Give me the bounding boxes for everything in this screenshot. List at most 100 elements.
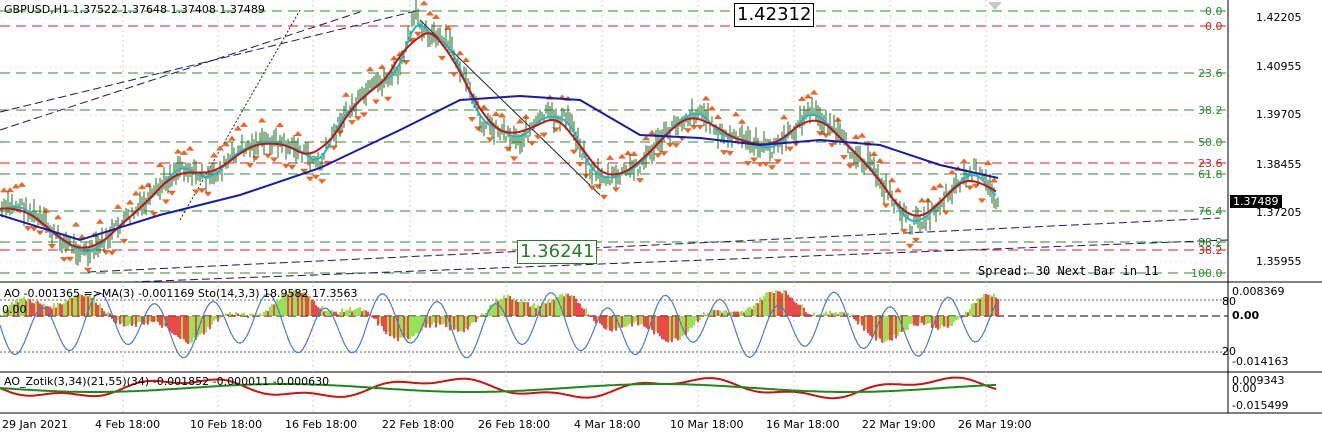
candlesticks [1, 0, 999, 267]
fractal-icon [18, 181, 26, 187]
fractal-icon [300, 168, 308, 174]
fractal-icon [828, 142, 836, 148]
fractal-icon [810, 89, 818, 95]
fractal-icon [60, 257, 68, 263]
fractal-icon [606, 154, 614, 160]
fractal-icon [384, 96, 392, 102]
fractal-icon [378, 64, 386, 70]
zotik-axis-zero: 0.00 [1232, 382, 1257, 395]
symbol-info: GBPUSD,H1 1.37522 1.37648 1.37408 1.3748… [4, 3, 265, 16]
time-axis-label: 4 Feb 18:00 [95, 418, 161, 431]
fractal-icon [456, 50, 464, 56]
fractal-icon [174, 148, 182, 154]
fractal-icon [762, 161, 770, 167]
down-triangle-icon[interactable] [988, 2, 1002, 10]
fractal-icon [630, 150, 638, 156]
fib-label: 100.0 [1191, 267, 1223, 280]
fractal-icon [432, 14, 440, 20]
fractal-icon [30, 226, 38, 232]
fractal-icon [774, 159, 782, 165]
fractal-icon [984, 160, 992, 166]
fractal-icon [642, 135, 650, 141]
fractal-icon [708, 105, 716, 111]
fractal-icon [498, 112, 506, 118]
current-price-badge: 1.37489 [1230, 195, 1282, 208]
fractal-icon [0, 187, 8, 193]
ma-red-line [0, 32, 997, 249]
fractal-icon [702, 95, 710, 101]
fractal-icon [912, 237, 920, 243]
fractal-icon [756, 162, 764, 168]
fractal-icon [504, 146, 512, 152]
fractal-icon [156, 162, 164, 168]
fractal-icon [474, 126, 482, 132]
ao-histogram [0, 288, 1228, 359]
trend-line [179, 9, 301, 221]
fractal-icon [216, 145, 224, 151]
fractal-icon [870, 150, 878, 156]
fractal-icon [660, 151, 668, 157]
fractal-icon [666, 142, 674, 148]
fractal-icon [852, 134, 860, 140]
fractal-icon [510, 156, 518, 162]
zotik-lines [0, 376, 997, 400]
fractal-icon [936, 182, 944, 188]
fractal-icon [66, 256, 74, 262]
fractal-icon [750, 157, 758, 163]
fractal-icon [594, 184, 602, 190]
fractal-icon [36, 230, 44, 236]
fractal-icon [714, 114, 722, 120]
time-axis-label: 26 Feb 18:00 [478, 418, 551, 431]
fractal-icon [132, 190, 140, 196]
fractal-icon [360, 112, 368, 118]
ao-zotik-info: AO_Zotik(3,34)(21,55)(34) -0.001852 -0.0… [4, 375, 330, 388]
price-axis-label: 1.42205 [1256, 11, 1302, 24]
fractal-icon [162, 199, 170, 205]
fractal-icon [822, 133, 830, 139]
price-axis-label: 1.37205 [1256, 206, 1302, 219]
low-price-label: 1.36241 [517, 240, 598, 264]
fractal-icon [282, 163, 290, 169]
fractal-icon [486, 137, 494, 143]
fractal-icon [882, 203, 890, 209]
fractal-icon [210, 152, 218, 158]
spread-info: Spread: 30 Next Bar in 11 [978, 264, 1159, 278]
price-axis-label: 1.35955 [1256, 255, 1302, 268]
fractal-icon [612, 187, 620, 193]
fractal-icon [786, 146, 794, 152]
fractal-icon [888, 177, 896, 183]
fractal-icon [906, 243, 914, 249]
fractal-icon [654, 153, 662, 159]
fractal-icon [492, 110, 500, 116]
time-axis-label: 10 Mar 18:00 [670, 418, 744, 431]
fractal-icon [732, 111, 740, 117]
fib-label: 0.0 [1205, 20, 1223, 33]
fractal-markers [0, 0, 998, 273]
ao-axis-top: 0.008369 [1232, 285, 1285, 298]
fractal-icon [690, 124, 698, 130]
fractal-icon [72, 221, 80, 227]
fractal-icon [876, 158, 884, 164]
fractal-icon [342, 91, 350, 97]
fractal-icon [720, 150, 728, 156]
fib-label: 38.2 [1198, 104, 1223, 117]
fractal-icon [522, 113, 530, 119]
fractal-icon [600, 194, 608, 200]
price-axis-label: 1.38455 [1256, 158, 1302, 171]
ao-axis-80: 80 [1222, 295, 1236, 308]
ao-axis-bottom: -0.014163 [1232, 355, 1289, 368]
fractal-icon [348, 120, 356, 126]
fractal-icon [120, 238, 128, 244]
ao-left-zero: 0.00 [2, 303, 27, 316]
fractal-icon [114, 203, 122, 209]
fractal-icon [12, 183, 20, 189]
fractal-icon [234, 125, 242, 131]
fractal-icon [672, 143, 680, 149]
time-axis-label: 16 Feb 18:00 [285, 418, 358, 431]
fractal-icon [960, 158, 968, 164]
fibonacci-lines [0, 10, 1228, 274]
fib-label: 0.0 [1205, 5, 1223, 18]
fractal-icon [990, 177, 998, 183]
fractal-icon [6, 187, 14, 193]
